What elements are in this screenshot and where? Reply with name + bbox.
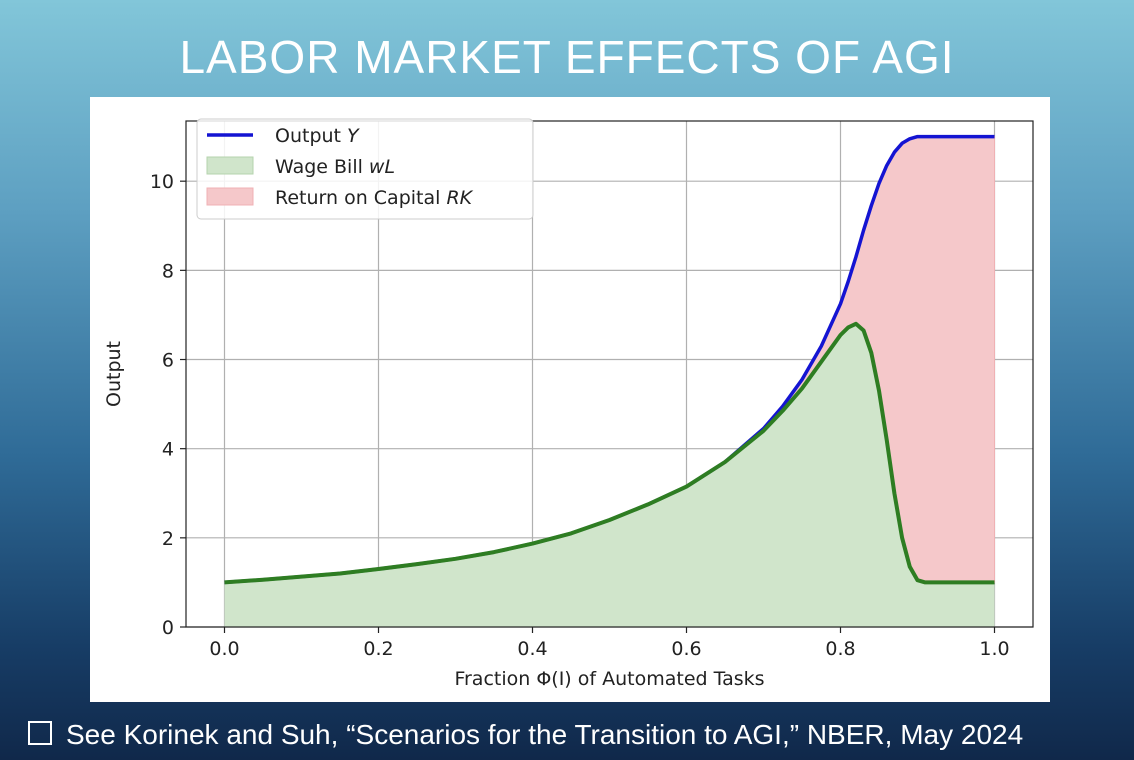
y-axis-ticks: 0 2 4 6 8 10 [150, 171, 186, 639]
legend-label: Output Y [275, 125, 360, 147]
legend: Output Y Wage Bill wL Return on Capital RK [196, 118, 534, 220]
caption-text: See Korinek and Suh, “Scenarios for the … [66, 719, 1024, 750]
x-tick-label: 0.8 [825, 638, 855, 660]
x-axis-ticks: 0.0 0.2 0.4 0.6 0.8 1.0 [209, 627, 1010, 660]
area-chart: 0.0 0.2 0.4 0.6 0.8 1.0 0 2 4 6 8 10 Fraction Φ(I)… [103, 118, 1034, 690]
slide-title: LABOR MARKET EFFECTS OF AGI [179, 31, 955, 83]
legend-label: Wage Bill wL [275, 156, 395, 178]
plot-frame [185, 120, 1034, 628]
legend-label: Return on Capital RK [275, 187, 474, 209]
y-axis-label: Output [103, 341, 125, 407]
y-tick-label: 8 [162, 260, 174, 282]
legend-swatch-return-on-capital [206, 187, 254, 206]
y-tick-label: 0 [162, 617, 174, 639]
x-axis-label: Fraction Φ(I) of Automated Tasks [454, 668, 764, 690]
x-tick-label: 0.0 [209, 638, 239, 660]
y-tick-label: 4 [162, 439, 174, 461]
x-tick-label: 0.6 [671, 638, 701, 660]
legend-box [196, 118, 534, 220]
x-tick-label: 0.2 [363, 638, 393, 660]
x-tick-label: 1.0 [979, 638, 1009, 660]
wage-bill-line [224, 321, 995, 585]
y-tick-label: 2 [162, 528, 174, 550]
wage-bill-area [224, 323, 995, 627]
series-lines [224, 134, 995, 585]
y-tick-label: 6 [162, 350, 174, 372]
caption: See Korinek and Suh, “Scenarios for the … [28, 719, 1023, 751]
empty-square-icon [28, 721, 52, 745]
x-tick-label: 0.4 [517, 638, 547, 660]
chart-panel: 0.0 0.2 0.4 0.6 0.8 1.0 0 2 4 6 8 10 Fraction Φ(I)… [90, 97, 1050, 702]
legend-swatch-wage-bill [206, 156, 254, 175]
y-tick-label: 10 [150, 171, 174, 193]
